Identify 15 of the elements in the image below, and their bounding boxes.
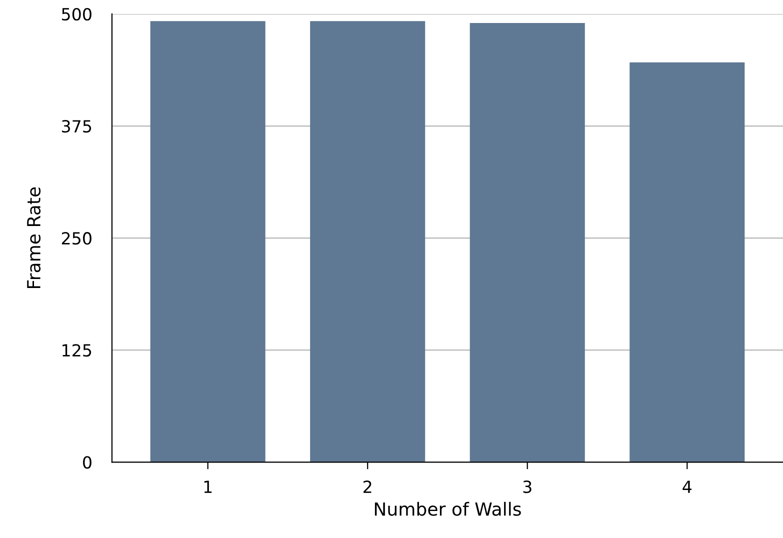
- x-axis-title: Number of Walls: [374, 502, 521, 516]
- x-tick-label: 3: [523, 480, 532, 494]
- bar: [630, 62, 745, 462]
- y-tick-label: 250: [62, 232, 92, 245]
- y-tick-label: 500: [62, 8, 92, 21]
- y-tick-label: 125: [62, 344, 92, 357]
- x-tick-label: 1: [204, 480, 212, 493]
- y-axis-title: Frame Rate: [27, 187, 41, 288]
- bar: [310, 21, 426, 462]
- bar: [470, 22, 585, 462]
- bar: [150, 21, 266, 462]
- x-tick-label: 4: [682, 480, 692, 493]
- x-tick-label: 2: [364, 480, 372, 493]
- y-tick-label: 0: [83, 456, 92, 469]
- y-tick-label: 375: [62, 120, 92, 133]
